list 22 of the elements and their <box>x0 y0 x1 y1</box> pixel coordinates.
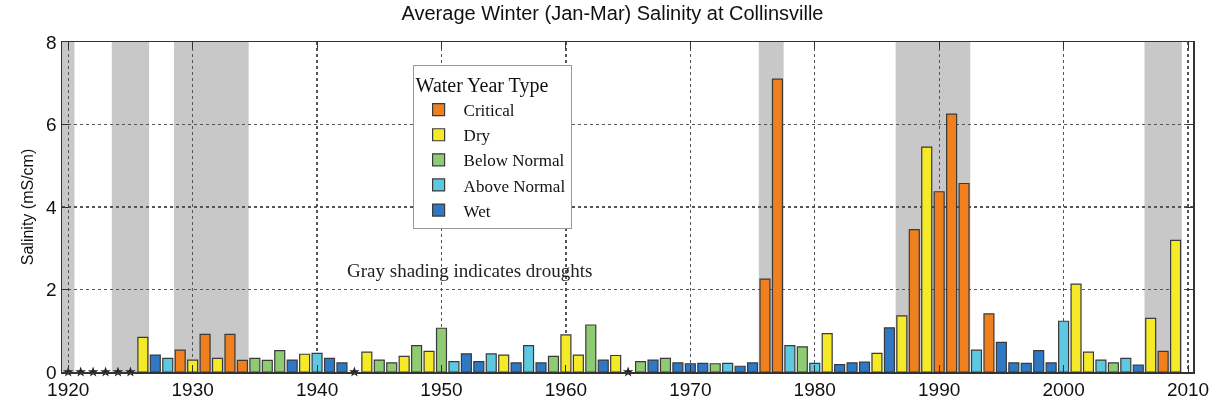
x-tick-label: 2010 <box>1166 379 1210 401</box>
x-tick-label: 1930 <box>171 379 214 401</box>
x-tick-label: 1970 <box>669 379 712 401</box>
x-tick-label: 1990 <box>918 379 961 401</box>
x-tick-label: 1940 <box>295 379 339 401</box>
y-tick-label: 8 <box>46 31 57 53</box>
x-tick-label: 1950 <box>420 379 463 401</box>
legend-label: Below Normal <box>463 151 565 171</box>
x-tick-label: 2000 <box>1042 379 1085 401</box>
legend-label: Dry <box>463 126 491 146</box>
x-tick-label: 1980 <box>793 379 836 401</box>
legend-label: Critical <box>463 101 515 121</box>
x-tick-label: 1960 <box>544 379 588 401</box>
legend-label: Wet <box>463 201 491 221</box>
y-tick-label: 2 <box>46 279 57 301</box>
legend-label: Above Normal <box>463 176 566 196</box>
chart-title: Average Winter (Jan-Mar) Salinity at Collinsville <box>401 2 824 25</box>
annotation: Gray shading indicates droughts <box>347 260 593 281</box>
legend-title: Water Year Type <box>415 74 549 98</box>
y-axis-title: Salinity (mS/cm) <box>19 148 37 266</box>
y-tick-label: 6 <box>46 114 57 136</box>
y-tick-label: 4 <box>46 196 58 218</box>
